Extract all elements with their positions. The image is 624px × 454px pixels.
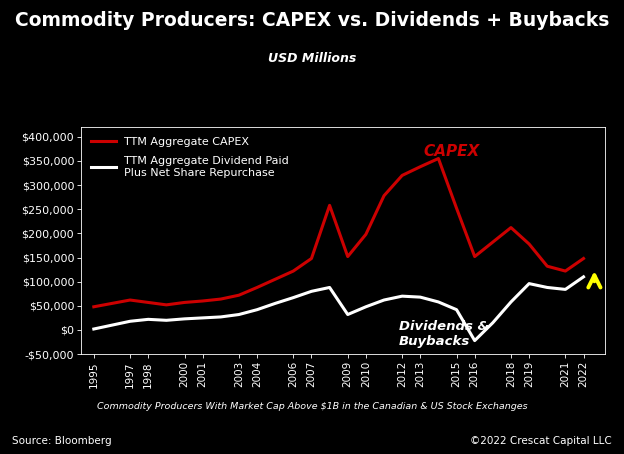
TTM Aggregate Dividend Paid
Plus Net Share Repurchase — [290, 295, 297, 301]
TTM Aggregate CAPEX — [398, 173, 406, 178]
Line: TTM Aggregate CAPEX: TTM Aggregate CAPEX — [94, 158, 583, 307]
TTM Aggregate CAPEX — [253, 285, 261, 290]
TTM Aggregate Dividend Paid
Plus Net Share Repurchase — [326, 285, 333, 290]
TTM Aggregate CAPEX — [435, 156, 442, 161]
TTM Aggregate Dividend Paid
Plus Net Share Repurchase — [471, 338, 479, 343]
TTM Aggregate CAPEX — [217, 296, 225, 302]
TTM Aggregate CAPEX — [163, 302, 170, 307]
TTM Aggregate CAPEX — [417, 164, 424, 169]
TTM Aggregate CAPEX — [326, 202, 333, 208]
TTM Aggregate Dividend Paid
Plus Net Share Repurchase — [362, 304, 369, 310]
TTM Aggregate CAPEX — [489, 239, 497, 245]
TTM Aggregate Dividend Paid
Plus Net Share Repurchase — [562, 286, 569, 292]
TTM Aggregate Dividend Paid
Plus Net Share Repurchase — [253, 307, 261, 312]
TTM Aggregate Dividend Paid
Plus Net Share Repurchase — [453, 307, 461, 312]
TTM Aggregate Dividend Paid
Plus Net Share Repurchase — [380, 297, 388, 303]
TTM Aggregate Dividend Paid
Plus Net Share Repurchase — [344, 312, 351, 317]
TTM Aggregate CAPEX — [145, 300, 152, 305]
TTM Aggregate CAPEX — [471, 254, 479, 259]
TTM Aggregate Dividend Paid
Plus Net Share Repurchase — [580, 274, 587, 280]
TTM Aggregate CAPEX — [290, 268, 297, 274]
TTM Aggregate Dividend Paid
Plus Net Share Repurchase — [199, 315, 207, 321]
Text: Dividends &
Buybacks: Dividends & Buybacks — [399, 321, 489, 348]
TTM Aggregate Dividend Paid
Plus Net Share Repurchase — [308, 289, 315, 294]
TTM Aggregate CAPEX — [90, 304, 97, 310]
TTM Aggregate Dividend Paid
Plus Net Share Repurchase — [217, 314, 225, 320]
TTM Aggregate Dividend Paid
Plus Net Share Repurchase — [145, 316, 152, 322]
TTM Aggregate CAPEX — [453, 206, 461, 211]
TTM Aggregate CAPEX — [271, 276, 279, 282]
TTM Aggregate Dividend Paid
Plus Net Share Repurchase — [525, 281, 533, 286]
Text: Source: Bloomberg: Source: Bloomberg — [12, 436, 112, 446]
TTM Aggregate Dividend Paid
Plus Net Share Repurchase — [507, 299, 515, 305]
TTM Aggregate Dividend Paid
Plus Net Share Repurchase — [271, 301, 279, 306]
Legend: TTM Aggregate CAPEX, TTM Aggregate Dividend Paid
Plus Net Share Repurchase: TTM Aggregate CAPEX, TTM Aggregate Divid… — [87, 133, 294, 182]
TTM Aggregate Dividend Paid
Plus Net Share Repurchase — [544, 285, 551, 290]
TTM Aggregate CAPEX — [380, 193, 388, 198]
TTM Aggregate CAPEX — [562, 268, 569, 274]
Text: Commodity Producers: CAPEX vs. Dividends + Buybacks: Commodity Producers: CAPEX vs. Dividends… — [15, 11, 609, 30]
TTM Aggregate Dividend Paid
Plus Net Share Repurchase — [435, 299, 442, 305]
Text: USD Millions: USD Millions — [268, 52, 356, 65]
TTM Aggregate CAPEX — [344, 254, 351, 259]
TTM Aggregate Dividend Paid
Plus Net Share Repurchase — [489, 320, 497, 326]
Text: CAPEX: CAPEX — [424, 144, 480, 159]
TTM Aggregate Dividend Paid
Plus Net Share Repurchase — [90, 326, 97, 332]
TTM Aggregate Dividend Paid
Plus Net Share Repurchase — [235, 312, 243, 317]
TTM Aggregate Dividend Paid
Plus Net Share Repurchase — [398, 293, 406, 299]
TTM Aggregate CAPEX — [507, 225, 515, 230]
TTM Aggregate CAPEX — [108, 301, 115, 306]
TTM Aggregate Dividend Paid
Plus Net Share Repurchase — [181, 316, 188, 321]
TTM Aggregate CAPEX — [199, 298, 207, 304]
TTM Aggregate CAPEX — [580, 256, 587, 261]
TTM Aggregate Dividend Paid
Plus Net Share Repurchase — [417, 294, 424, 300]
TTM Aggregate CAPEX — [126, 297, 134, 303]
TTM Aggregate CAPEX — [308, 256, 315, 261]
TTM Aggregate CAPEX — [544, 263, 551, 269]
TTM Aggregate CAPEX — [362, 232, 369, 237]
Text: Commodity Producers With Market Cap Above $1B in the Canadian & US Stock Exchang: Commodity Producers With Market Cap Abov… — [97, 402, 527, 411]
TTM Aggregate CAPEX — [181, 300, 188, 305]
TTM Aggregate Dividend Paid
Plus Net Share Repurchase — [163, 318, 170, 323]
TTM Aggregate Dividend Paid
Plus Net Share Repurchase — [108, 322, 115, 328]
TTM Aggregate CAPEX — [525, 241, 533, 247]
Text: ©2022 Crescat Capital LLC: ©2022 Crescat Capital LLC — [470, 436, 612, 446]
TTM Aggregate CAPEX — [235, 292, 243, 298]
Line: TTM Aggregate Dividend Paid
Plus Net Share Repurchase: TTM Aggregate Dividend Paid Plus Net Sha… — [94, 277, 583, 340]
TTM Aggregate Dividend Paid
Plus Net Share Repurchase — [126, 319, 134, 324]
